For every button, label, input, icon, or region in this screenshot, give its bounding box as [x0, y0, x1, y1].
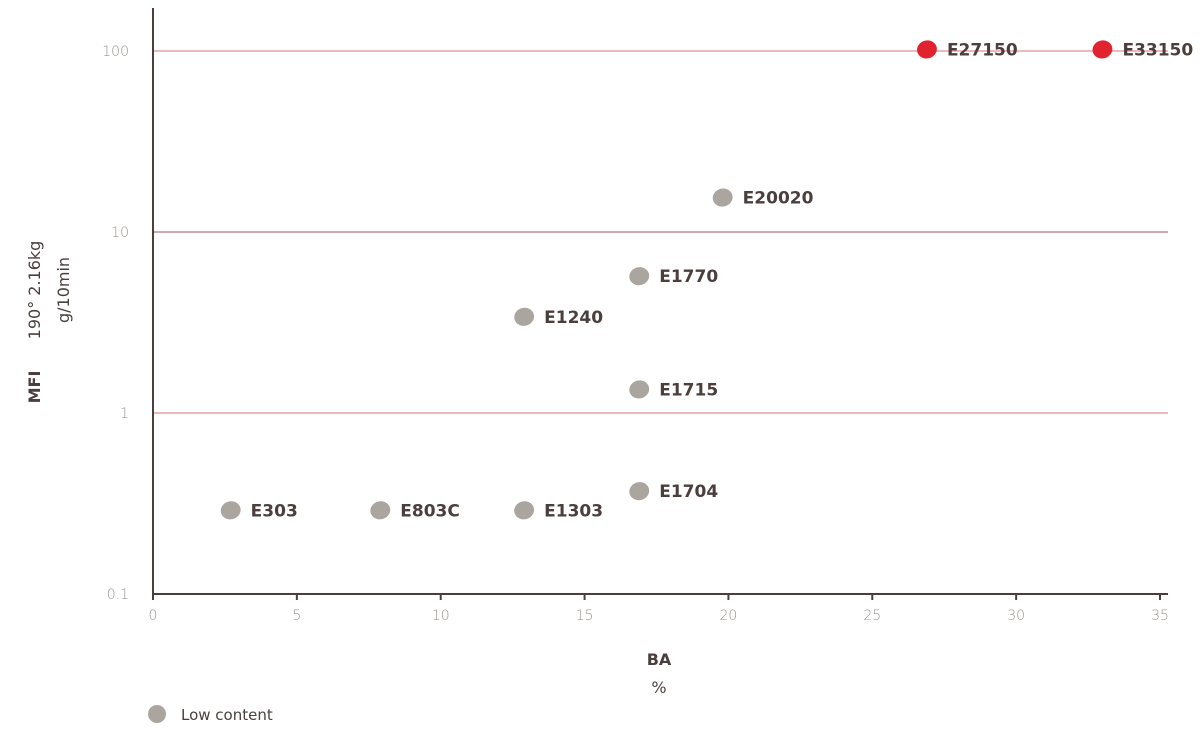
legend-label-low: Low content — [181, 706, 273, 724]
x-axis-title: BA — [647, 650, 672, 669]
data-point-e33150: E33150 — [1092, 40, 1193, 60]
data-point-e1303: E1303 — [514, 501, 603, 521]
point-marker — [370, 501, 391, 520]
point-label: E20020 — [743, 189, 814, 209]
point-marker — [629, 267, 650, 286]
point-marker — [629, 482, 650, 501]
data-point-e1715: E1715 — [629, 380, 718, 400]
axes — [152, 8, 1168, 595]
point-marker — [629, 380, 650, 399]
y-tick-label: 1 — [120, 406, 129, 422]
data-point-e1240: E1240 — [514, 307, 603, 328]
point-label: E1704 — [659, 482, 718, 502]
legend-marker-low — [148, 705, 166, 723]
y-tick-label: 0.1 — [107, 587, 129, 603]
x-tick-label: 15 — [576, 608, 594, 624]
data-point-e803c: E803C — [370, 501, 460, 521]
y-tick-label: 10 — [111, 225, 129, 241]
point-label: E803C — [400, 501, 460, 521]
x-tick-label: 20 — [720, 608, 738, 624]
y-ticks: 0.1 1 10 100 — [102, 44, 129, 603]
point-marker — [917, 40, 937, 59]
point-marker — [712, 188, 733, 207]
data-point-e20020: E20020 — [712, 188, 814, 209]
gridlines — [153, 50, 1168, 414]
point-label: E1240 — [544, 308, 603, 328]
x-tick-label: 35 — [1151, 608, 1169, 624]
x-tick-label: 25 — [863, 608, 881, 624]
point-label: E1303 — [544, 501, 603, 521]
data-points: E303 E803C E1303 E1704 E1715 E1240 E1770 E20020… — [220, 40, 1193, 521]
point-label: E1770 — [659, 267, 718, 287]
point-label: E33150 — [1122, 40, 1193, 60]
y-tick-label: 100 — [102, 44, 129, 60]
x-tick-label: 0 — [149, 608, 158, 624]
x-tick-label: 10 — [432, 608, 450, 624]
data-point-e27150: E27150 — [917, 40, 1018, 60]
y-axis-conditions: 190° 2.16kg — [25, 241, 44, 340]
point-marker — [1092, 40, 1113, 59]
data-point-e303: E303 — [220, 501, 298, 521]
x-ticks: 0 5 10 15 20 25 30 35 — [149, 594, 1169, 624]
legend: Low content — [148, 705, 273, 724]
point-label: E303 — [251, 501, 298, 521]
y-axis-title: MFI — [25, 371, 44, 404]
x-axis-unit: % — [651, 678, 666, 697]
point-label: E1715 — [659, 380, 718, 400]
y-axis-unit: g/10min — [54, 257, 73, 323]
x-tick-label: 5 — [292, 608, 301, 624]
point-marker — [514, 501, 535, 520]
point-label: E27150 — [947, 40, 1018, 60]
point-marker — [220, 501, 241, 520]
x-tick-label: 30 — [1007, 608, 1025, 624]
data-point-e1770: E1770 — [629, 267, 718, 287]
data-point-e1704: E1704 — [629, 482, 718, 502]
point-marker — [514, 307, 535, 326]
